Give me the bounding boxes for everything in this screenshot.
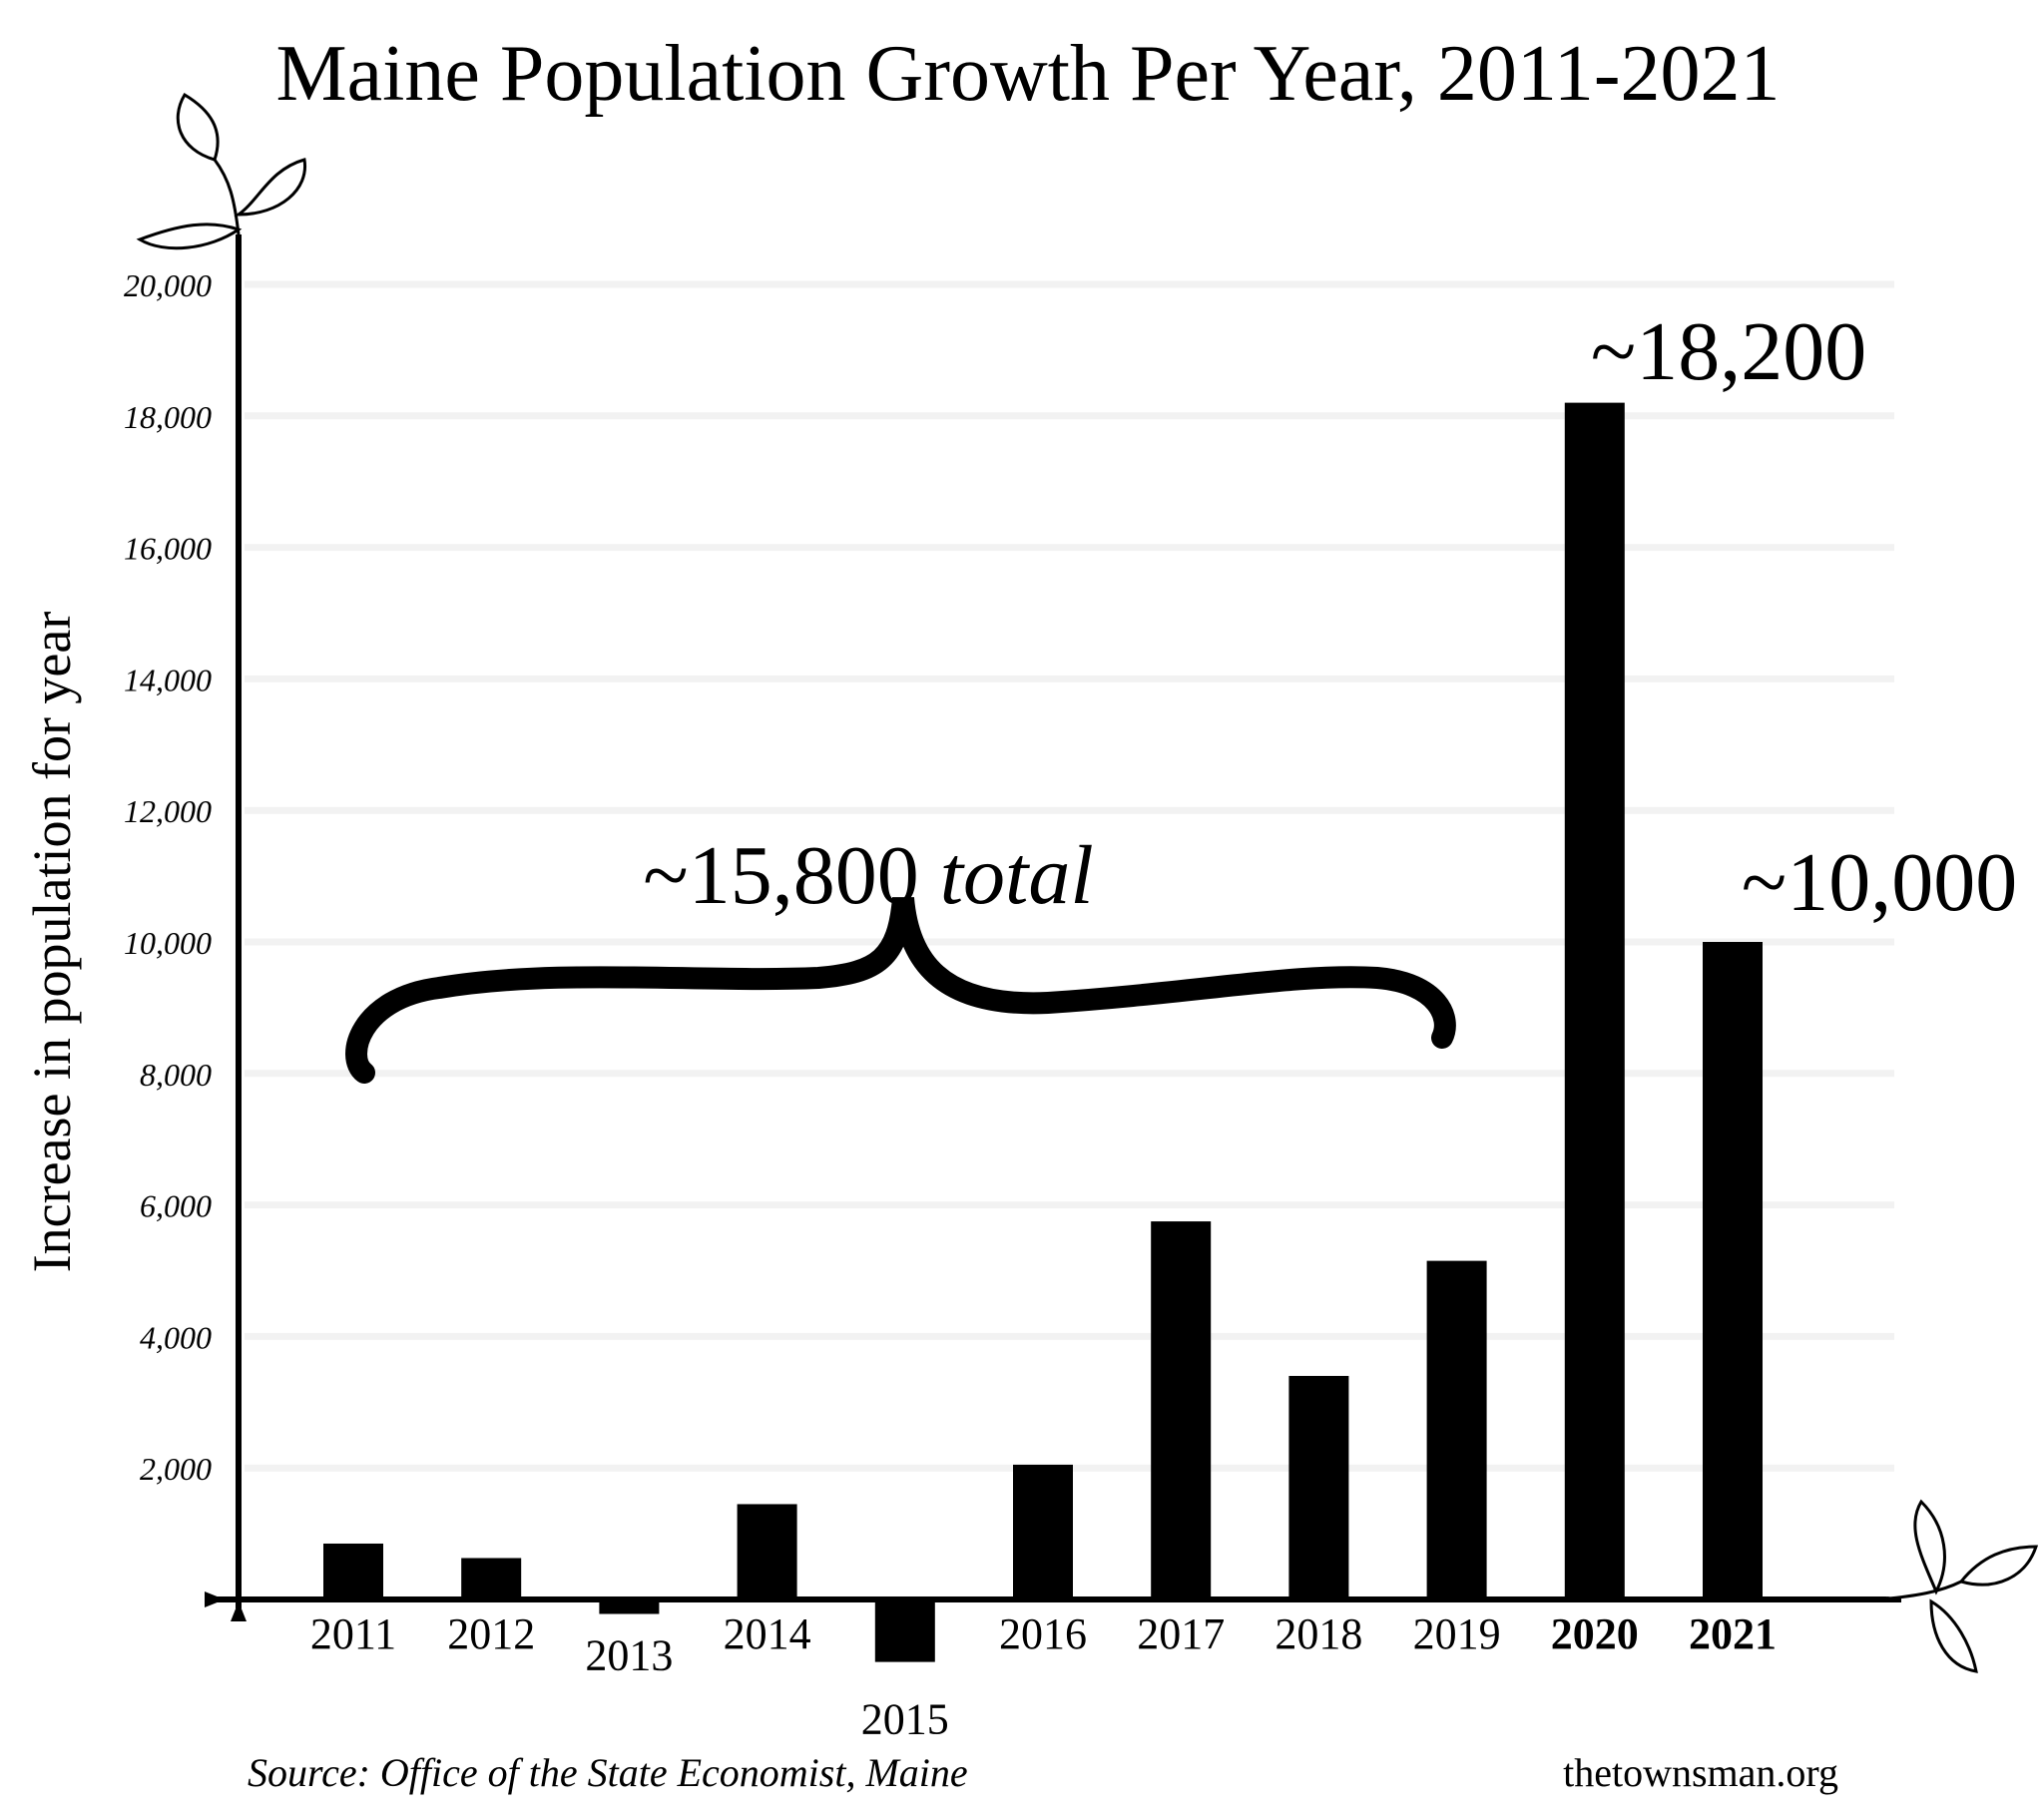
source-note: Source: Office of the State Economist, M… (248, 1750, 968, 1795)
x-tick-label: 2012 (447, 1609, 535, 1658)
x-tick-label: 2014 (724, 1609, 811, 1658)
label-2020: ~18,200 (1591, 305, 1866, 398)
y-tick-labels: 2,000 4,000 6,000 8,000 10,000 12,000 14,000 16… (124, 267, 212, 1487)
bar-2017 (1151, 1221, 1212, 1599)
x-tick-label: 2011 (310, 1609, 396, 1658)
label-2021: ~10,000 (1742, 836, 2017, 929)
leaf-sprig-icon (136, 92, 307, 250)
bar-2011 (323, 1543, 383, 1599)
arrow-icon (205, 1592, 247, 1621)
credit: thetownsman.org (1563, 1750, 1838, 1795)
bracket-label: ~15,800 total (643, 829, 1093, 922)
bracket-label-number: ~15,800 (643, 829, 918, 922)
y-tick-label: 18,000 (124, 399, 212, 435)
curly-brace (345, 896, 1456, 1084)
x-tick-label: 2015 (861, 1695, 949, 1744)
y-tick-label: 14,000 (124, 662, 212, 697)
y-axis-label: Increase in population for year (22, 612, 82, 1273)
bars (323, 402, 1763, 1662)
x-tick-label: 2019 (1413, 1609, 1501, 1658)
y-tick-label: 12,000 (124, 793, 212, 829)
y-tick-label: 20,000 (124, 267, 212, 303)
x-tick-label: 2020 (1551, 1609, 1639, 1658)
bar-2018 (1288, 1375, 1349, 1599)
x-tick-label: 2017 (1137, 1609, 1225, 1658)
y-tick-label: 2,000 (140, 1451, 212, 1487)
gridlines (245, 280, 1894, 1472)
bar-2019 (1426, 1260, 1487, 1599)
bar-2013 (599, 1599, 660, 1614)
bracket-label-word: total (940, 829, 1094, 922)
y-tick-label: 6,000 (140, 1188, 212, 1224)
chart-title: Maine Population Growth Per Year, 2011-2… (275, 30, 1780, 118)
bar-2014 (737, 1504, 797, 1599)
y-tick-label: 16,000 (124, 531, 212, 567)
x-tick-label: 2021 (1689, 1609, 1777, 1658)
bar-2020 (1564, 402, 1625, 1599)
bar-2016 (1013, 1464, 1073, 1599)
y-tick-label: 8,000 (140, 1057, 212, 1093)
y-tick-label: 4,000 (140, 1319, 212, 1355)
x-tick-labels: 2011 2012 2013 2014 2015 2016 2017 2018 2019 2020… (310, 1609, 1777, 1744)
x-tick-label: 2018 (1275, 1609, 1362, 1658)
bar-2021 (1703, 942, 1763, 1599)
bar-2015 (874, 1599, 935, 1662)
leaf-sprig-icon (1875, 1499, 2039, 1673)
x-tick-label: 2016 (999, 1609, 1087, 1658)
x-tick-label: 2013 (585, 1630, 673, 1679)
y-tick-label: 10,000 (124, 925, 212, 961)
bar-2012 (461, 1558, 522, 1599)
